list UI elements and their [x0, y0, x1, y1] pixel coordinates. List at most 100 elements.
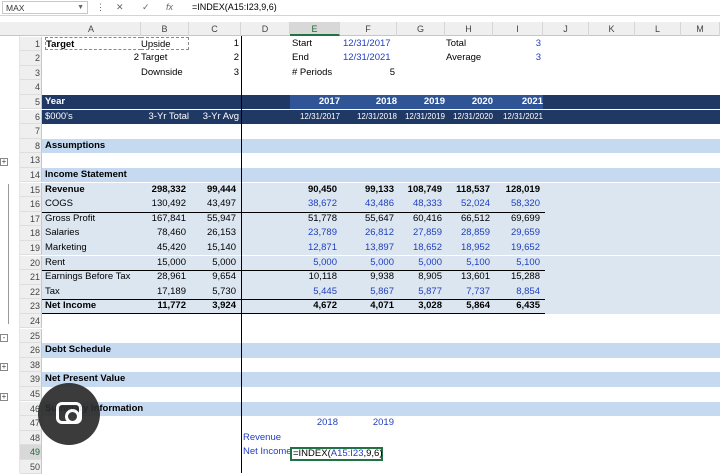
column-header-f[interactable]: F	[340, 22, 397, 36]
row-number[interactable]: 20	[20, 255, 42, 271]
table-cell[interactable]: 29,659	[510, 227, 540, 239]
row-number[interactable]: 22	[20, 284, 42, 300]
table-cell[interactable]: 5,000	[370, 256, 394, 268]
cell-b3[interactable]: Downside	[141, 66, 183, 78]
column-header-m[interactable]: M	[681, 22, 720, 36]
table-cell[interactable]: 17,189	[156, 285, 186, 297]
section-debt-schedule[interactable]: Debt Schedule	[45, 344, 111, 356]
table-cell[interactable]: 55,947	[206, 212, 236, 224]
cell-e2[interactable]: End	[292, 52, 309, 64]
table-cell[interactable]: 118,537	[456, 183, 490, 195]
table-cell[interactable]: 5,000	[313, 256, 337, 268]
camera-lens-icon[interactable]	[38, 383, 100, 445]
table-cell[interactable]: 8,905	[418, 271, 442, 283]
expand-group-button[interactable]: +	[0, 392, 8, 401]
table-cell[interactable]: 18,652	[412, 241, 442, 253]
cell-c1[interactable]: 1	[233, 37, 239, 49]
table-cell[interactable]: 18,952	[460, 241, 490, 253]
cell-f5[interactable]: 2018	[340, 94, 397, 110]
cell-e3[interactable]: # Periods	[292, 66, 333, 78]
table-cell[interactable]: 27,859	[412, 227, 442, 239]
row-number[interactable]: 8	[20, 138, 42, 154]
table-cell[interactable]: 60,416	[412, 212, 442, 224]
table-cell[interactable]: 167,841	[151, 212, 186, 224]
table-cell[interactable]: 23,789	[307, 227, 337, 239]
table-cell[interactable]: 13,897	[364, 241, 394, 253]
table-cell[interactable]: 10,118	[308, 271, 337, 283]
cell-f6[interactable]: 12/31/2018	[356, 111, 397, 121]
row-label[interactable]: Rent	[45, 256, 66, 268]
cell-e6[interactable]: 12/31/2017	[299, 111, 340, 121]
section-assumptions[interactable]: Assumptions	[45, 139, 106, 151]
table-cell[interactable]: 3,924	[212, 300, 236, 312]
table-cell[interactable]: 5,864	[466, 300, 490, 312]
cell-i6[interactable]: 12/31/2021	[502, 111, 543, 121]
table-cell[interactable]: 13,601	[460, 271, 490, 283]
table-cell[interactable]: 19,652	[510, 241, 540, 253]
row-number[interactable]: 49	[20, 445, 42, 460]
column-header-g[interactable]: G	[397, 22, 445, 36]
table-cell[interactable]: 66,512	[460, 212, 490, 224]
table-cell[interactable]: 130,492	[151, 198, 186, 210]
cell-g5[interactable]: 2019	[397, 94, 445, 110]
row-number[interactable]: 17	[20, 211, 42, 227]
table-cell[interactable]: 11,772	[157, 300, 186, 312]
row-number[interactable]: 50	[20, 459, 42, 474]
row-label[interactable]: Salaries	[45, 227, 80, 239]
column-header-l[interactable]: L	[635, 22, 681, 36]
table-cell[interactable]: 9,654	[212, 271, 236, 283]
cell-a6[interactable]: $000's	[45, 110, 73, 122]
column-header-k[interactable]: K	[589, 22, 635, 36]
table-cell[interactable]: 78,460	[156, 227, 186, 239]
name-box[interactable]: MAX ▼	[2, 1, 88, 14]
row-number[interactable]: 25	[20, 328, 42, 344]
table-cell[interactable]: 5,867	[370, 285, 394, 297]
expand-group-button[interactable]: +	[0, 157, 8, 166]
table-cell[interactable]: 4,672	[313, 300, 337, 312]
row-label[interactable]: Net Income	[45, 300, 97, 312]
row-number[interactable]: 6	[20, 109, 42, 125]
collapse-group-button[interactable]: -	[0, 334, 8, 342]
cell-h6[interactable]: 12/31/2020	[452, 111, 493, 121]
table-cell[interactable]: 7,737	[466, 285, 490, 297]
row-number[interactable]: 39	[20, 372, 42, 387]
row-number[interactable]: 14	[20, 167, 42, 183]
table-cell[interactable]: 5,000	[418, 256, 442, 268]
cell-d49[interactable]: Net Income	[243, 446, 292, 458]
cell-b6[interactable]: 3-Yr Total	[148, 110, 189, 122]
cell-c3[interactable]: 3	[233, 66, 239, 78]
table-cell[interactable]: 298,332	[151, 183, 186, 195]
row-number[interactable]: 21	[20, 270, 42, 285]
table-cell[interactable]: 15,000	[156, 256, 186, 268]
table-cell[interactable]: 26,153	[206, 227, 236, 239]
cell-f3[interactable]: 5	[389, 66, 395, 78]
cell-g6[interactable]: 12/31/2019	[404, 111, 445, 121]
cell-i1[interactable]: 3	[535, 37, 541, 49]
row-number[interactable]: 26	[20, 343, 42, 358]
cell-i2[interactable]: 3	[535, 52, 541, 64]
cell-c2[interactable]: 2	[233, 52, 239, 64]
table-cell[interactable]: 28,859	[460, 227, 490, 239]
expand-group-button[interactable]: +	[0, 362, 8, 371]
row-number[interactable]: 2	[20, 51, 42, 66]
table-cell[interactable]: 99,444	[206, 183, 236, 195]
row-number[interactable]: 24	[20, 313, 42, 329]
row-number[interactable]: 18	[20, 226, 42, 241]
cell-h2[interactable]: Average	[446, 52, 482, 64]
table-cell[interactable]: 5,000	[212, 256, 236, 268]
row-label[interactable]: Marketing	[45, 241, 87, 253]
cell-f47[interactable]: 2019	[372, 417, 394, 429]
column-header-j[interactable]: J	[543, 22, 589, 36]
table-cell[interactable]: 51,778	[307, 212, 337, 224]
row-number[interactable]: 1	[20, 36, 42, 52]
cell-e47[interactable]: 2018	[316, 417, 338, 429]
column-header-e[interactable]: E	[290, 22, 340, 36]
table-cell[interactable]: 45,420	[156, 241, 186, 253]
table-cell[interactable]: 90,450	[307, 183, 337, 195]
cell-h1[interactable]: Total	[446, 37, 467, 49]
column-header-c[interactable]: C	[189, 22, 241, 36]
column-header-d[interactable]: D	[241, 22, 290, 36]
table-cell[interactable]: 5,877	[418, 285, 442, 297]
table-cell[interactable]: 12,871	[307, 241, 337, 253]
